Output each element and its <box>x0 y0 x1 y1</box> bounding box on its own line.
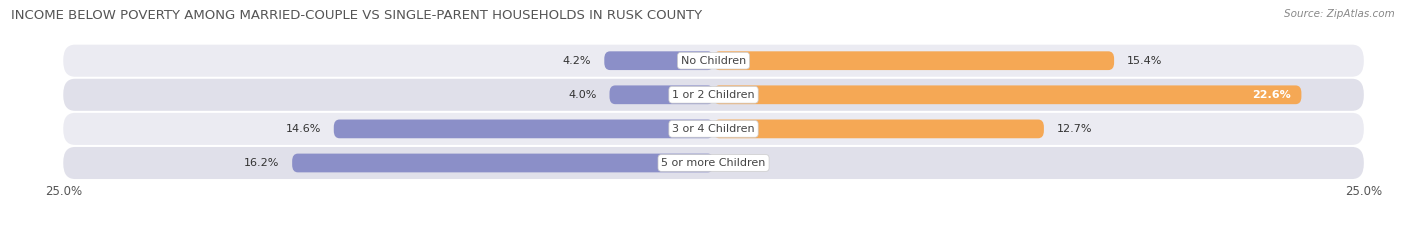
Text: 15.4%: 15.4% <box>1128 56 1163 66</box>
FancyBboxPatch shape <box>713 120 1043 138</box>
FancyBboxPatch shape <box>63 45 1364 77</box>
Text: 12.7%: 12.7% <box>1057 124 1092 134</box>
Text: 4.0%: 4.0% <box>568 90 596 100</box>
FancyBboxPatch shape <box>63 113 1364 145</box>
Text: 1 or 2 Children: 1 or 2 Children <box>672 90 755 100</box>
FancyBboxPatch shape <box>292 154 713 172</box>
FancyBboxPatch shape <box>713 51 1114 70</box>
FancyBboxPatch shape <box>610 86 713 104</box>
FancyBboxPatch shape <box>63 147 1364 179</box>
FancyBboxPatch shape <box>333 120 713 138</box>
Text: No Children: No Children <box>681 56 747 66</box>
Text: 3 or 4 Children: 3 or 4 Children <box>672 124 755 134</box>
Text: 0.0%: 0.0% <box>727 158 755 168</box>
Text: 14.6%: 14.6% <box>285 124 321 134</box>
Text: Source: ZipAtlas.com: Source: ZipAtlas.com <box>1284 9 1395 19</box>
Text: INCOME BELOW POVERTY AMONG MARRIED-COUPLE VS SINGLE-PARENT HOUSEHOLDS IN RUSK CO: INCOME BELOW POVERTY AMONG MARRIED-COUPL… <box>11 9 703 22</box>
Text: 22.6%: 22.6% <box>1253 90 1291 100</box>
Legend: Married Couples, Single Parents: Married Couples, Single Parents <box>596 230 831 233</box>
FancyBboxPatch shape <box>605 51 713 70</box>
FancyBboxPatch shape <box>713 86 1302 104</box>
Text: 4.2%: 4.2% <box>562 56 592 66</box>
Text: 5 or more Children: 5 or more Children <box>661 158 766 168</box>
Text: 16.2%: 16.2% <box>243 158 280 168</box>
FancyBboxPatch shape <box>63 79 1364 111</box>
